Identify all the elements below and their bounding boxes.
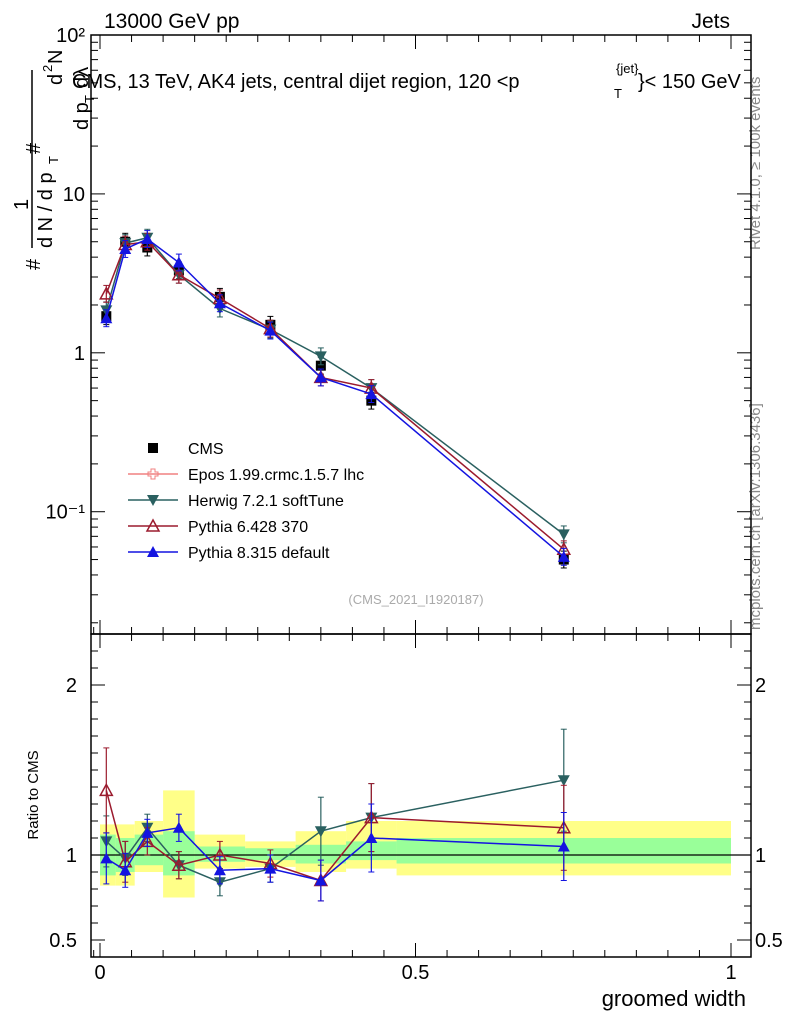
legend-marker-pythia6 <box>145 518 161 532</box>
point-herwig <box>314 351 327 363</box>
ratio-uncertainty-bands <box>91 790 751 898</box>
x-tick-label: 1 <box>725 962 736 984</box>
ratio-y-tick-label: 1 <box>66 845 77 867</box>
ratio-point-pythia8 <box>141 826 154 838</box>
ratio-y-tick-label-right: 1 <box>755 845 766 867</box>
svg-text:dλ: dλ <box>71 67 93 88</box>
x-tick-label: 0.5 <box>402 962 430 984</box>
x-axis-label: groomed width <box>602 986 746 1011</box>
ratio-point-pythia8 <box>264 862 277 874</box>
point-pythia8 <box>119 243 132 255</box>
ratio-ylabel: Ratio to CMS <box>25 750 42 839</box>
ratio-y-tick-label: 2 <box>66 675 77 697</box>
ratio-point-pythia8 <box>557 840 570 852</box>
svg-text:T: T <box>82 95 97 103</box>
svg-text:T: T <box>46 156 61 164</box>
svg-text:d p: d p <box>71 102 93 130</box>
plot-title-end: }< 150 GeV <box>638 71 742 93</box>
plot-title: CMS, 13 TeV, AK4 jets, central dijet reg… <box>72 61 742 101</box>
point-pythia6 <box>99 286 114 300</box>
legend: CMS Epos 1.99.crmc.1.5.7 lhc Herwig 7.2.1 … <box>128 441 364 562</box>
svg-text:1: 1 <box>11 199 33 210</box>
ratio-point-herwig <box>314 826 327 838</box>
ratio-plot-border <box>90 633 752 958</box>
legend-label-herwig: Herwig 7.2.1 softTune <box>188 493 344 510</box>
main-plot-frame: 10⁻¹ 1 10 10² <box>46 25 752 635</box>
plot-title-sup: {jet} <box>616 61 639 76</box>
point-pythia8 <box>264 324 277 336</box>
ratio-plot-frame: 0 0.5 1 0.5 0.5 1 1 2 2 <box>49 633 783 984</box>
plot-title-sub: T <box>614 86 622 101</box>
point-pythia8 <box>213 297 226 309</box>
plot-title-main: CMS, 13 TeV, AK4 jets, central dijet reg… <box>72 71 520 93</box>
legend-label-cms: CMS <box>188 441 224 458</box>
legend-marker-epos <box>147 468 159 480</box>
ratio-point-pythia8 <box>314 874 327 886</box>
ratio-point-pythia8 <box>100 852 113 864</box>
legend-label-pythia6: Pythia 6.428 370 <box>188 519 308 536</box>
point-pythia8 <box>314 371 327 383</box>
point-pythia8 <box>557 550 570 562</box>
legend-label-pythia8: Pythia 8.315 default <box>188 545 330 562</box>
point-pythia8 <box>365 388 378 400</box>
header-process: 13000 GeV pp <box>104 10 239 33</box>
header-category: Jets <box>691 10 730 33</box>
ratio-y-tick-label-right: 2 <box>755 675 766 697</box>
main-y-tick-label: 1 <box>74 343 85 365</box>
svg-text:#: # <box>23 258 45 270</box>
ratio-series-layer <box>99 728 572 902</box>
series-line-herwig <box>105 236 565 535</box>
main-y-tick-label: 10² <box>56 25 85 47</box>
ratio-point-pythia8 <box>365 832 378 843</box>
ratio-point-herwig <box>557 775 570 787</box>
point-herwig <box>557 529 570 541</box>
svg-text:d N / d p: d N / d p <box>35 172 57 248</box>
ratio-point-pythia8 <box>119 864 132 876</box>
ratio-point-pythia6 <box>99 782 114 797</box>
point-pythia6 <box>171 267 187 281</box>
svg-text:CMS, 13 TeV, AK4 jets, central: CMS, 13 TeV, AK4 jets, central dijet reg… <box>72 71 520 93</box>
ratio-point-pythia6 <box>171 857 187 871</box>
main-ylabel: # 1 d N / d p T # d 2 N d p T dλ <box>11 50 97 270</box>
main-y-tick-label: 10 <box>63 184 85 206</box>
svg-text:N: N <box>45 50 67 64</box>
main-series-layer <box>99 228 572 569</box>
legend-marker-cms <box>148 443 158 453</box>
svg-text:2: 2 <box>40 65 55 72</box>
ratio-point-pythia8 <box>172 821 185 833</box>
analysis-tag: (CMS_2021_I1920187) <box>348 592 483 607</box>
svg-text:d: d <box>45 74 67 85</box>
legend-marker-herwig <box>147 495 159 506</box>
legend-marker-pythia8 <box>147 546 159 557</box>
rivet-version: Rivet 4.1.0, ≥ 100k events <box>747 77 764 250</box>
x-tick-label: 0 <box>94 962 105 984</box>
point-cms <box>315 360 326 371</box>
ratio-y-tick-label: 0.5 <box>49 930 77 952</box>
ratio-y-tick-label-right: 0.5 <box>755 930 783 952</box>
point-pythia8 <box>100 312 113 324</box>
ratio-point-pythia8 <box>213 864 226 876</box>
main-y-tick-label: 10⁻¹ <box>46 502 86 524</box>
legend-label-epos: Epos 1.99.crmc.1.5.7 lhc <box>188 467 364 484</box>
point-pythia8 <box>141 233 154 245</box>
svg-text:#: # <box>23 142 45 154</box>
mcplots-credit: mcplots.cern.ch [arXiv:1306.3436] <box>747 403 764 630</box>
point-pythia8 <box>172 256 185 268</box>
